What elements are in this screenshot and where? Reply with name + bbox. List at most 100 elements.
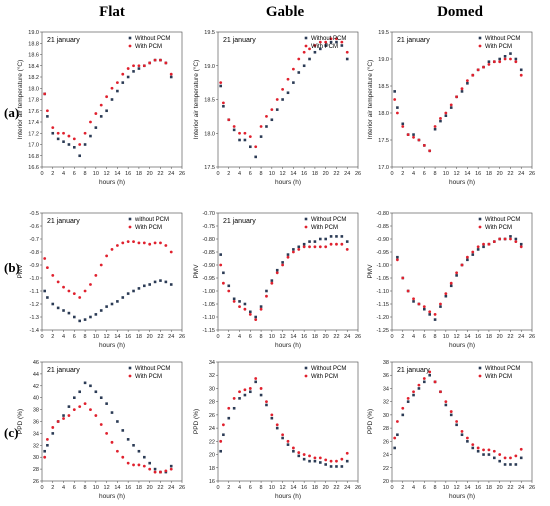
y-tick-label: 44 [33, 372, 39, 378]
data-point [105, 109, 108, 113]
data-point [238, 305, 241, 308]
data-point [67, 414, 71, 417]
x-tick-label: 20 [323, 334, 329, 340]
data-point [428, 313, 431, 316]
y-axis-label: PPD (%) [17, 409, 24, 434]
x-tick-label: 2 [51, 485, 54, 491]
x-tick-label: 24 [518, 485, 524, 491]
data-point [148, 242, 152, 246]
data-point [514, 60, 518, 64]
data-point [396, 433, 399, 437]
data-point [132, 240, 135, 244]
data-point [498, 453, 502, 456]
data-point [492, 449, 496, 453]
legend-label: With PCM [485, 44, 512, 50]
data-point [412, 300, 415, 303]
data-point [159, 279, 162, 282]
x-tick-label: 0 [390, 171, 393, 177]
data-point [302, 50, 306, 54]
x-tick-label: 22 [157, 485, 163, 491]
data-point [302, 453, 306, 456]
data-point [248, 313, 252, 316]
data-point [519, 68, 523, 72]
data-point [428, 310, 432, 314]
data-point [498, 57, 501, 61]
data-point [422, 305, 426, 308]
data-point [243, 138, 247, 142]
x-tick-label: 14 [114, 171, 120, 177]
data-point [51, 126, 55, 130]
data-point [121, 81, 125, 84]
y-axis-label: PMV [193, 264, 200, 279]
data-point [126, 461, 130, 465]
y-tick-label: 18.0 [28, 86, 39, 92]
data-point [219, 253, 222, 256]
data-point [482, 65, 485, 69]
data-point [335, 459, 338, 463]
data-point [148, 461, 151, 465]
data-point [395, 420, 399, 423]
series-with-pcm [395, 237, 523, 316]
series-with-pcm [393, 57, 523, 153]
x-tick-label: 22 [157, 171, 163, 177]
data-point [514, 463, 518, 466]
data-point [73, 396, 76, 399]
y-tick-label: -1.10 [376, 289, 389, 295]
data-point [329, 235, 333, 238]
legend: without PCM With PCM [128, 217, 169, 231]
data-point [132, 444, 135, 447]
y-tick-label: -1.15 [376, 302, 389, 308]
x-tick-label: 14 [290, 485, 296, 491]
data-point [329, 37, 333, 41]
y-tick-label: 28 [383, 426, 389, 432]
data-point [329, 242, 333, 246]
data-point [142, 241, 146, 245]
data-point [227, 118, 231, 122]
row-label-a: (a) [4, 105, 19, 120]
data-point [313, 456, 317, 460]
data-point [248, 135, 252, 139]
data-point [340, 235, 344, 238]
data-point [275, 108, 279, 111]
data-point [487, 63, 491, 66]
data-point [417, 387, 421, 390]
data-point [335, 235, 338, 238]
y-tick-label: 17.0 [378, 165, 389, 171]
data-point [89, 315, 92, 319]
data-point [275, 98, 279, 101]
x-tick-label: 4 [412, 171, 415, 177]
data-point [487, 448, 491, 452]
data-point [487, 242, 491, 246]
panels: 0 2 4 6 8 10 12 14 16 18 20 22 24 2616.616.817.017.21… [16, 30, 535, 500]
data-point [265, 403, 268, 407]
data-point [265, 400, 268, 404]
x-tick-label: 20 [147, 485, 153, 491]
y-tick-label: 32 [209, 373, 215, 379]
y-tick-label: 28 [209, 400, 215, 406]
data-point [159, 241, 162, 245]
data-point [503, 237, 507, 241]
y-tick-label: 40 [33, 396, 39, 402]
data-point [324, 237, 327, 241]
data-point [465, 255, 469, 259]
data-point [291, 446, 295, 450]
data-point [51, 274, 55, 277]
y-tick-label: -1.4 [30, 328, 39, 334]
data-point [89, 120, 92, 124]
x-tick-label: 2 [227, 171, 230, 177]
data-point [514, 240, 518, 244]
x-tick-label: 22 [333, 485, 339, 491]
row-label-b: (b) [4, 260, 20, 275]
data-point [292, 449, 295, 453]
x-tick-label: 12 [454, 334, 460, 340]
annotation-date: 21 january [47, 218, 80, 225]
data-point [259, 307, 263, 311]
data-point [169, 464, 173, 468]
data-point [324, 458, 328, 462]
data-point [89, 134, 92, 138]
x-tick-label: 18 [486, 171, 492, 177]
data-point [319, 461, 322, 464]
data-point [476, 68, 480, 72]
x-tick-label: 24 [168, 171, 174, 177]
legend-marker-without-pcm [478, 217, 482, 221]
